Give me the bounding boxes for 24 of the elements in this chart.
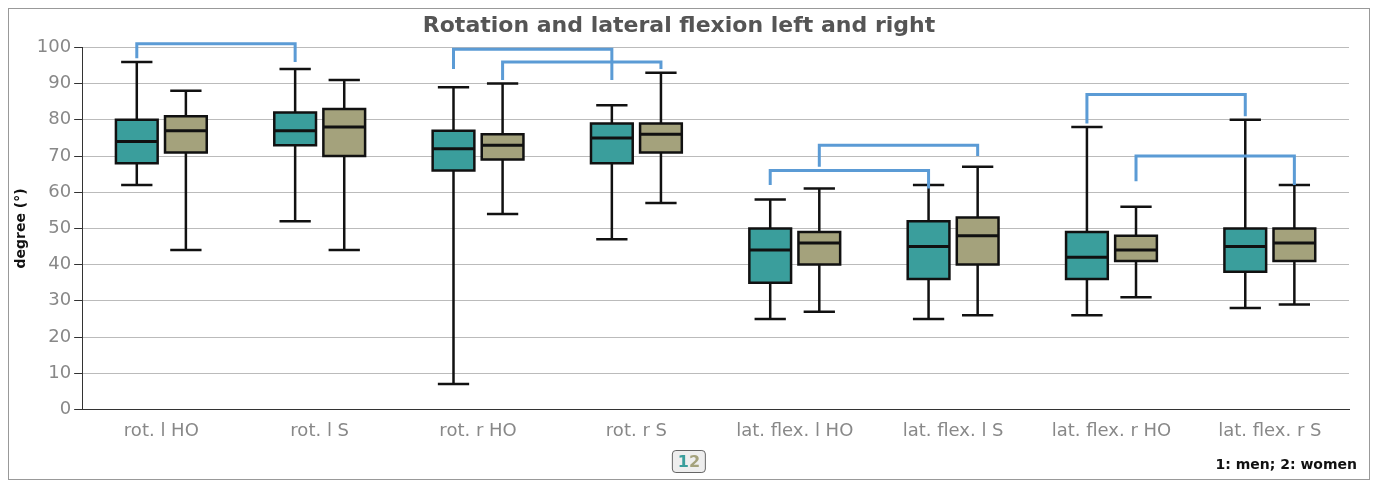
x-tick-label: lat. flex. l HO [736,418,854,440]
text: 1: men; 2: women [1215,456,1357,472]
y-tick-label: 10 [48,360,72,382]
text: 2 [689,452,701,471]
y-tick-label: 30 [48,288,72,310]
y-tick-label: 100 [36,35,72,57]
y-tick-label: 90 [48,71,72,93]
x-tick-label: lat. flex. r S [1218,418,1322,440]
y-tick-label: 50 [48,216,72,238]
x-tick-label: lat. flex. r HO [1051,418,1172,440]
y-tick-label: 0 [59,397,72,419]
y-tick-label: 60 [48,179,72,201]
y-tick-label: 80 [48,107,72,129]
x-tick-label: rot. l HO [123,418,199,440]
x-tick-label: rot. l S [290,418,350,440]
x-tick-label: lat. flex. l S [902,418,1004,440]
y-tick-label: 70 [48,143,72,165]
text: 1 [677,452,689,471]
y-tick-label: 40 [48,252,72,274]
chart-title: Rotation and lateral flexion left and right [422,11,936,37]
x-tick-label: rot. r S [605,418,667,440]
y-axis-title: degree (°) [12,188,29,269]
y-tick-label: 20 [48,324,72,346]
x-tick-label: rot. r HO [439,418,517,440]
